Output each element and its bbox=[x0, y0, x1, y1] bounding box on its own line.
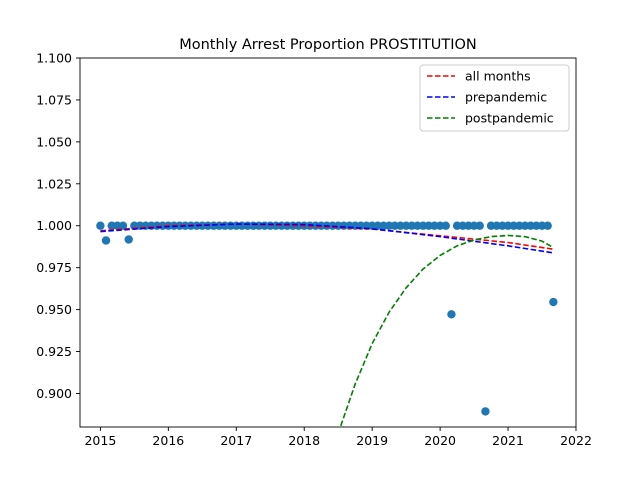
x-tick-label: 2020 bbox=[424, 433, 456, 448]
x-tick-label: 2021 bbox=[492, 433, 524, 448]
data-point bbox=[96, 221, 105, 230]
data-point bbox=[549, 297, 558, 307]
y-tick-label: 1.050 bbox=[36, 134, 72, 149]
y-tick-label: 0.925 bbox=[36, 344, 72, 359]
series-line-0 bbox=[100, 223, 554, 251]
y-tick-label: 0.975 bbox=[36, 260, 72, 275]
y-tick-label: 1.100 bbox=[36, 51, 72, 66]
data-point bbox=[475, 221, 484, 230]
data-point bbox=[124, 235, 133, 244]
data-point bbox=[543, 221, 552, 230]
y-tick-label: 1.075 bbox=[36, 92, 72, 107]
plot-content bbox=[96, 221, 558, 427]
y-tick-label: 0.950 bbox=[36, 302, 72, 317]
data-point bbox=[481, 407, 490, 416]
series-line-2 bbox=[339, 234, 554, 427]
data-point bbox=[101, 236, 111, 245]
chart-title: Monthly Arrest Proportion PROSTITUTION bbox=[179, 37, 477, 53]
y-tick-label: 0.900 bbox=[36, 386, 72, 401]
x-tick-label: 2017 bbox=[220, 433, 252, 448]
legend-box bbox=[419, 64, 570, 132]
data-point bbox=[118, 221, 128, 230]
legend-label-1: prepandemic bbox=[465, 90, 547, 105]
y-tick-label: 1.025 bbox=[36, 176, 72, 191]
legend: all months prepandemic postpandemic bbox=[419, 64, 570, 132]
plot-area bbox=[96, 221, 558, 427]
legend-label-0: all months bbox=[465, 69, 531, 84]
x-tick-label: 2015 bbox=[84, 433, 116, 448]
x-tick-label: 2019 bbox=[356, 433, 388, 448]
axes: 2015 2016 2017 2018 2019 2020 2021 2022 0.900 0.9… bbox=[36, 51, 592, 449]
x-tick-label: 2018 bbox=[288, 433, 320, 448]
legend-label-2: postpandemic bbox=[465, 111, 554, 126]
data-point bbox=[441, 221, 450, 230]
data-point bbox=[447, 310, 456, 319]
x-tick-label: 2022 bbox=[560, 433, 592, 448]
y-tick-label: 1.000 bbox=[36, 218, 72, 233]
axes-frame bbox=[79, 57, 577, 428]
x-tick-label: 2016 bbox=[152, 433, 184, 448]
